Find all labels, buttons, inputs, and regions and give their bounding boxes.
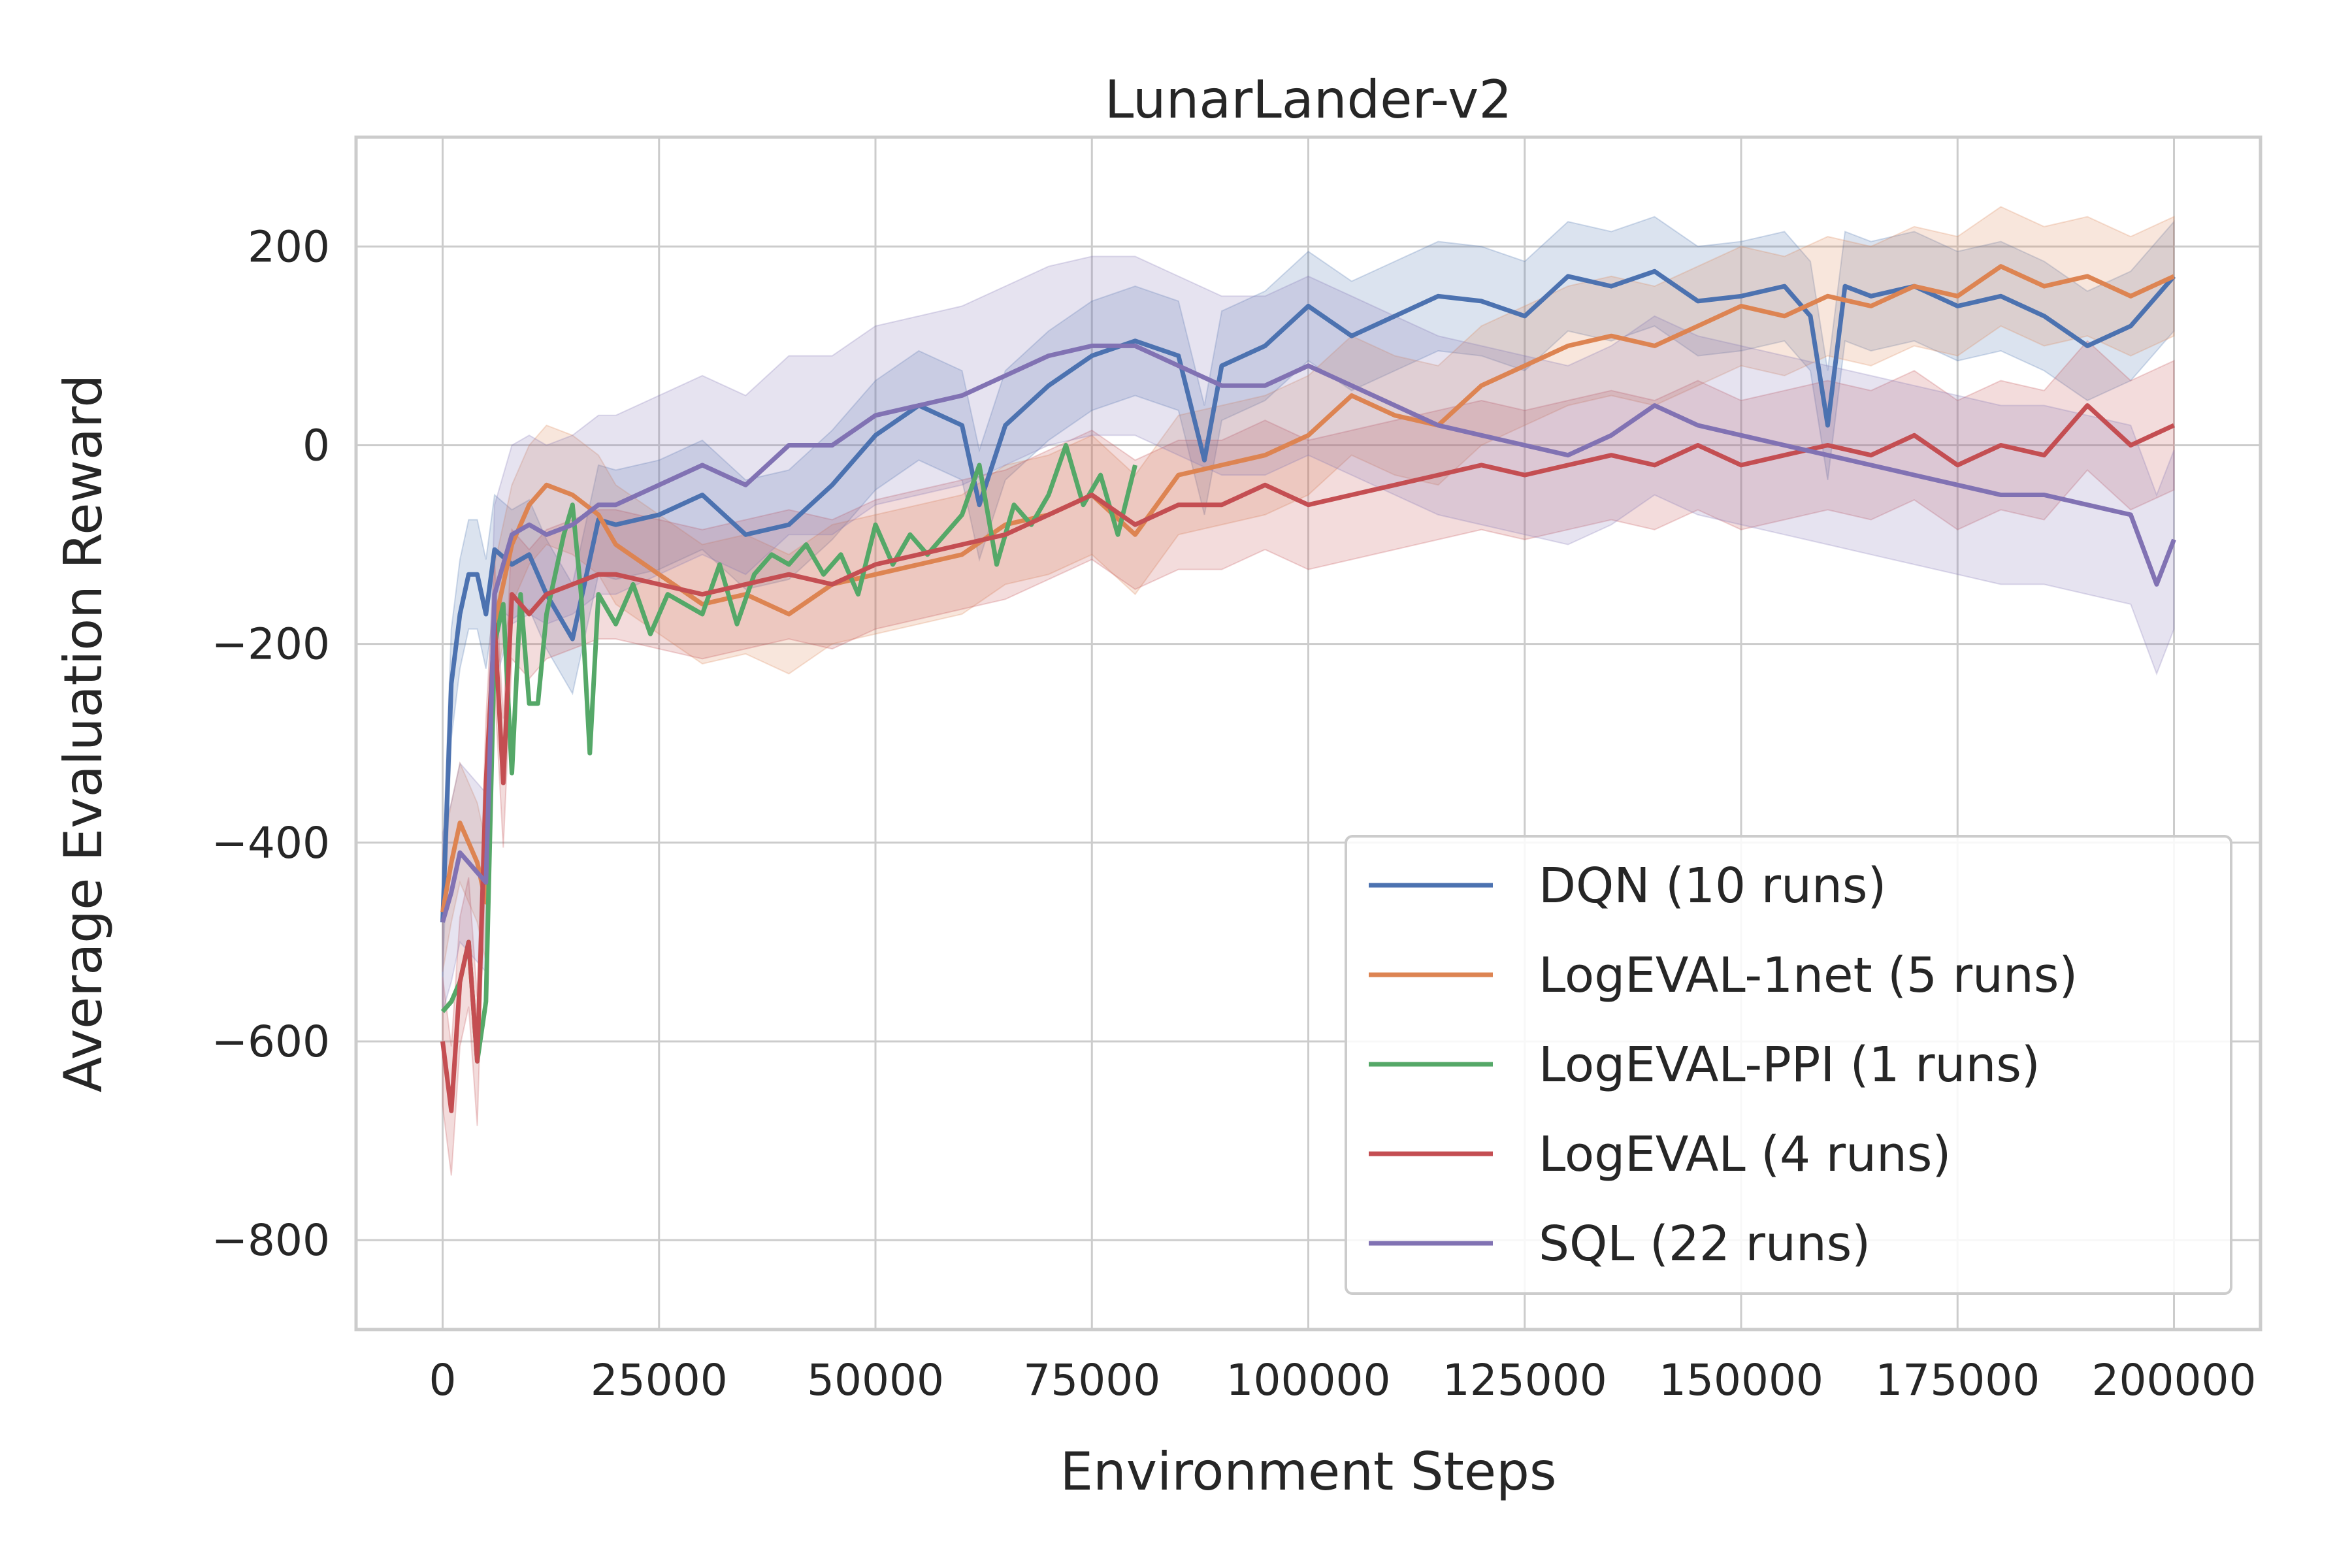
x-tick-label: 75000 — [1023, 1355, 1160, 1405]
confidence-band-3 — [442, 340, 2175, 1176]
confidence-band-0 — [442, 216, 2175, 977]
confidence-band-4 — [442, 255, 2175, 1012]
x-tick-label: 150000 — [1659, 1355, 1823, 1405]
x-tick-label: 0 — [429, 1355, 457, 1405]
series-line-4 — [440, 343, 2176, 923]
x-tick-labels: 0 25000 50000 75000 100000 125000 150000 175000… — [429, 1355, 2257, 1405]
legend-entry-label: DQN (10 runs) — [1539, 858, 1886, 914]
x-tick-label: 25000 — [591, 1355, 728, 1405]
plot-frame — [354, 135, 2262, 1331]
x-tick-label: 200000 — [2092, 1355, 2257, 1405]
series-line-0 — [440, 269, 2176, 923]
y-tick-label: −800 — [212, 1215, 330, 1266]
series-line-1 — [440, 264, 2175, 913]
x-tick-label: 175000 — [1875, 1355, 2040, 1405]
legend-entry-label: LogEVAL (4 runs) — [1539, 1126, 1951, 1183]
chart-title: LunarLander-v2 — [1105, 69, 1512, 130]
series-line-2 — [440, 443, 1137, 1064]
y-tick-label: −200 — [212, 619, 330, 670]
y-tick-label: −400 — [212, 818, 330, 868]
y-tick-label: 0 — [302, 420, 330, 470]
y-tick-labels: 200 0 −200 −400 −600 −800 — [212, 221, 330, 1266]
x-tick-label: 125000 — [1443, 1355, 1607, 1405]
confidence-bands — [442, 206, 2175, 1176]
legend-entry-label: LogEVAL-1net (5 runs) — [1539, 947, 2078, 1004]
series-lines — [440, 264, 2176, 1113]
y-tick-label: 200 — [248, 221, 330, 272]
legend-box — [1345, 835, 2232, 1295]
series-line-3 — [440, 403, 2175, 1113]
y-axis-label: Average Evaluation Reward — [53, 374, 114, 1092]
legend-entry-label: SQL (22 runs) — [1539, 1216, 1870, 1272]
legend: DQN (10 runs) LogEVAL-1net (5 runs) LogEVA… — [1345, 835, 2232, 1295]
x-tick-label: 50000 — [807, 1355, 944, 1405]
x-axis-label: Environment Steps — [1060, 1441, 1556, 1502]
y-tick-label: −600 — [212, 1017, 330, 1067]
x-tick-label: 100000 — [1226, 1355, 1391, 1405]
legend-entry-label: LogEVAL-PPI (1 runs) — [1539, 1037, 2040, 1093]
